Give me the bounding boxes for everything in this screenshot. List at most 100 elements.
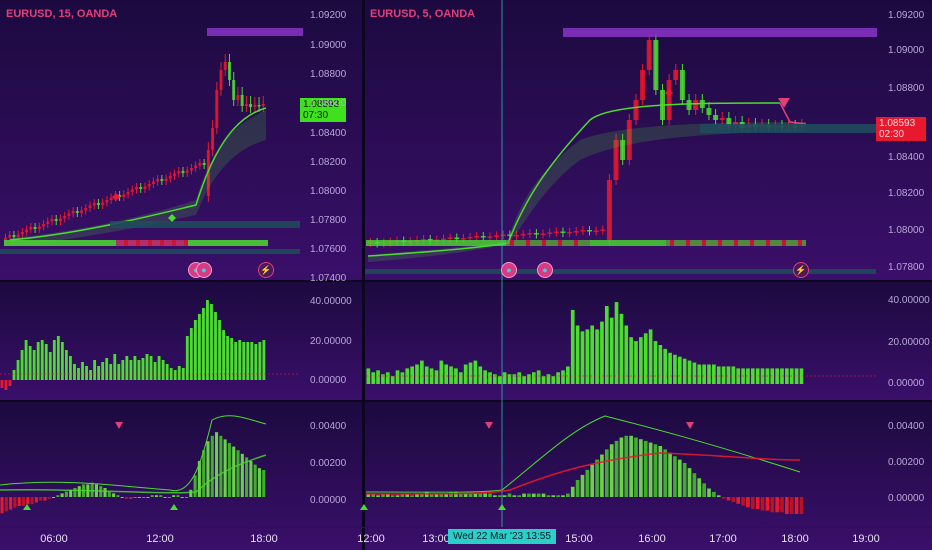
right-volume-bar [580, 331, 585, 384]
event-marker-icon[interactable]: ● [537, 262, 553, 278]
left-signal-cell [4, 240, 8, 246]
left-signal-cell [148, 240, 152, 246]
right-macd-bar [750, 497, 755, 509]
left-candle [46, 221, 50, 224]
right-macd-bar [609, 444, 614, 497]
left-volume-bar [12, 370, 16, 380]
left-volume-bar [85, 366, 88, 380]
left-macd-bar [124, 497, 129, 499]
left-macd-bar [215, 432, 219, 497]
right-macd-bar [463, 493, 468, 497]
right-volume-bar [575, 325, 580, 384]
right-macd-bar [366, 493, 371, 497]
right-signal-cell [782, 240, 786, 246]
left-volume-bar [242, 342, 246, 380]
buy-triangle-icon [498, 504, 506, 510]
right-signal-cell [382, 240, 386, 246]
left-volume-bar [0, 380, 4, 388]
left-signal-cell [8, 240, 12, 246]
right-macd-bar [746, 497, 750, 508]
left-volume-bar [48, 352, 52, 380]
right-signal-cell [422, 240, 426, 246]
buy-triangle-icon [23, 504, 31, 510]
left-volume-bar [177, 366, 181, 380]
left-signal-cell [168, 240, 172, 246]
left-volume-bar [137, 360, 141, 380]
right-candle [547, 232, 553, 234]
right-volume-bar [731, 366, 736, 384]
left-signal-cell [96, 240, 100, 246]
left-volume-bar [20, 350, 24, 380]
left-macd-bar [90, 482, 94, 497]
right-macd-bar [580, 474, 585, 497]
lightning-icon[interactable]: ⚡ [793, 262, 809, 278]
right-macd-bar [585, 469, 590, 497]
left-volume-bar [4, 380, 8, 390]
right-candle [474, 236, 480, 238]
left-macd-bar [184, 497, 189, 498]
time-axis-line [0, 527, 932, 528]
left-signal-cell [200, 240, 204, 246]
event-marker-icon[interactable]: ● [501, 262, 517, 278]
right-signal-cell [762, 240, 766, 246]
right-volume-bar [517, 372, 522, 384]
right-signal-cell [390, 240, 394, 246]
event-marker-icon[interactable]: ● [196, 262, 212, 278]
right-macd-bar [536, 493, 541, 497]
right-signal-cell [514, 240, 518, 246]
right-volume-bar [468, 362, 473, 384]
right-candle [460, 238, 466, 240]
right-macd-bar [390, 495, 395, 497]
left-volume-bar [109, 364, 113, 380]
right-signal-cell [742, 240, 746, 246]
right-macd-bar [507, 493, 512, 497]
right-macd-bar [595, 459, 599, 497]
right-signal-cell [438, 240, 442, 246]
right-candle [527, 233, 533, 235]
left-candle [240, 95, 244, 106]
left-candle [67, 213, 71, 216]
lightning-icon[interactable]: ⚡ [258, 262, 274, 278]
left-signal-cell [212, 240, 216, 246]
right-volume-bar [687, 360, 692, 384]
right-candle [507, 234, 513, 236]
left-macd-bar [4, 497, 8, 512]
left-volume-bar [214, 312, 217, 380]
right-signal-cell [802, 240, 806, 246]
left-macd-bar [30, 497, 34, 505]
right-volume-bar [614, 302, 619, 384]
left-macd-bar [133, 497, 137, 498]
right-signal-cell [594, 240, 598, 246]
right-volume-bar [775, 368, 779, 384]
left-signal-cell [180, 240, 184, 246]
left-signal-cell [124, 240, 128, 246]
buy-triangle-icon [170, 504, 178, 510]
right-signal-cell [630, 240, 634, 246]
left-candle [223, 62, 227, 70]
right-signal-cell [558, 240, 562, 246]
left-volume-bar [153, 362, 157, 380]
right-candle [567, 232, 573, 234]
right-volume-bar [716, 366, 721, 384]
left-demand-zone [110, 221, 300, 228]
right-volume-bar [668, 352, 672, 384]
left-volume-bar [230, 338, 234, 380]
right-macd-bar [400, 493, 405, 497]
left-price-tick: 1.07800 [310, 215, 347, 226]
left-macd-bar [146, 497, 150, 498]
left-candle [96, 203, 100, 205]
left-macd-bar [262, 470, 266, 497]
left-volume-bar [161, 360, 165, 380]
right-macd-bar [420, 493, 424, 497]
left-volume-tick: 0.00000 [310, 375, 347, 386]
right-macd-tick: 0.00200 [888, 457, 925, 468]
right-candle [713, 115, 719, 120]
right-signal-cell [734, 240, 738, 246]
left-signal-cell [40, 240, 44, 246]
right-macd-bar [639, 439, 643, 497]
right-signal-cell [458, 240, 462, 246]
left-macd-bar [73, 488, 77, 497]
right-signal-cell [486, 240, 490, 246]
left-macd-bar [56, 495, 60, 497]
